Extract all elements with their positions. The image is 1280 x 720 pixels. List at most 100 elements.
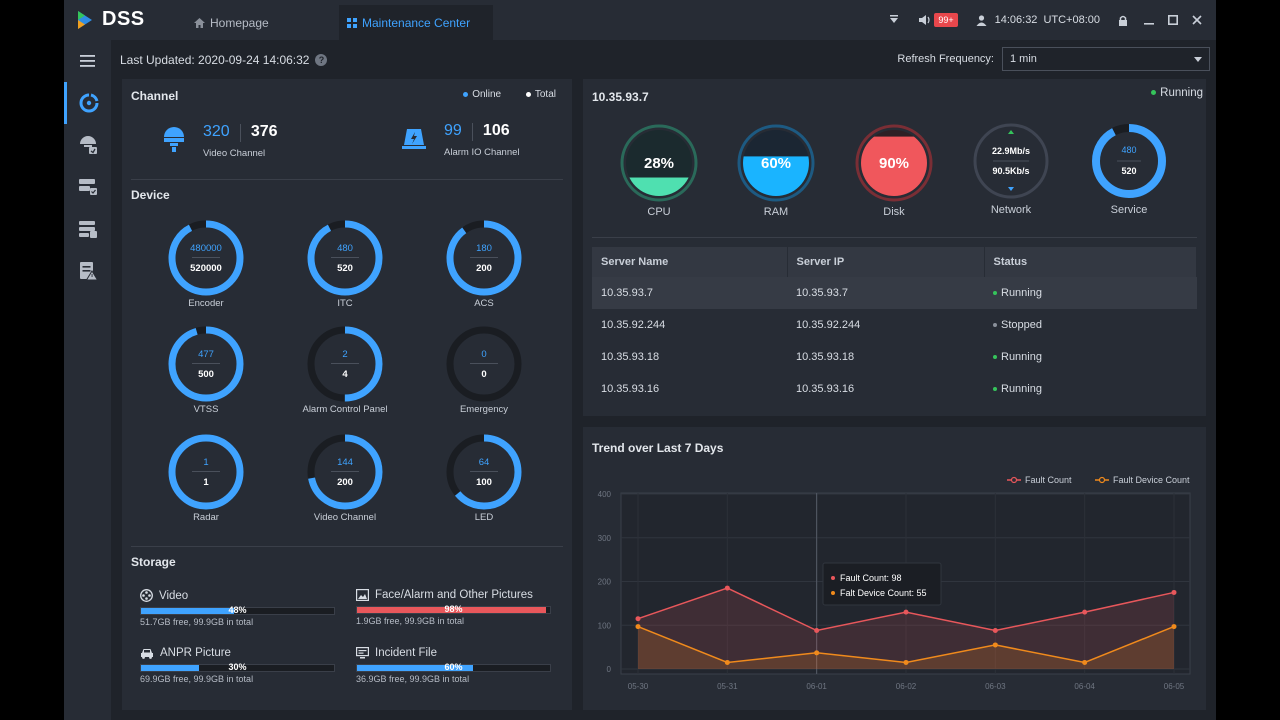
data-point[interactable] [992, 642, 998, 648]
data-point[interactable] [814, 628, 820, 633]
device-ring: 477 500 [168, 326, 244, 402]
storage-incident: Incident File 60% 36.9GB free, 99.9GB in… [356, 647, 551, 684]
x-tick: 06-04 [1074, 682, 1095, 691]
gauge-cpu: 28% CPU [611, 123, 707, 218]
col-server-name[interactable]: Server Name [592, 247, 788, 277]
device-ring-arc [446, 220, 522, 296]
lock-icon[interactable] [1118, 15, 1128, 26]
sidebar-item-device-monitor[interactable] [64, 124, 111, 166]
minimize-icon[interactable] [1144, 15, 1154, 25]
data-point[interactable] [1171, 589, 1177, 595]
refresh-label: Refresh Frequency: [897, 53, 994, 65]
table-row[interactable]: 10.35.93.7 10.35.93.7 Running [592, 277, 1197, 309]
table-row[interactable]: 10.35.92.244 10.35.92.244 Stopped [592, 309, 1197, 341]
image-icon [356, 589, 369, 601]
data-point[interactable] [814, 650, 820, 656]
menu-toggle[interactable] [64, 40, 111, 82]
data-point[interactable] [724, 585, 730, 591]
status-text: Running [1001, 287, 1042, 299]
sidebar-item-server-monitor[interactable] [64, 166, 111, 208]
storage-pictures: Face/Alarm and Other Pictures 98% 1.9GB … [356, 589, 551, 626]
table-row[interactable]: 10.35.93.18 10.35.93.18 Running [592, 341, 1197, 373]
sidebar-item-alarm-report[interactable] [64, 250, 111, 292]
refresh-select[interactable]: 1 min [1002, 47, 1210, 71]
monitor-icon [356, 647, 369, 659]
overview-panel: Channel Online Total 320 376 Video Chann… [122, 79, 572, 710]
storage-check-icon [78, 221, 97, 238]
sidebar-item-overview[interactable] [64, 82, 111, 124]
total-dot [525, 91, 531, 97]
data-point[interactable] [724, 659, 730, 665]
data-point[interactable] [1082, 659, 1088, 665]
service-total: 520 [1121, 166, 1136, 176]
channel-divider [131, 179, 563, 180]
refresh-value: 1 min [1010, 53, 1037, 65]
device-ring-arc [307, 326, 383, 402]
device-online: 480 [337, 243, 353, 254]
storage-name: Video [159, 589, 189, 602]
tab-label: Homepage [210, 15, 269, 30]
hamburger-icon [80, 55, 95, 67]
data-point[interactable] [1171, 624, 1177, 630]
storage-name: ANPR Picture [160, 647, 231, 659]
gauge-disk: 90% Disk [846, 123, 942, 218]
help-icon[interactable]: ? [315, 54, 328, 66]
data-point[interactable] [992, 628, 998, 633]
tab-homepage[interactable]: Homepage [190, 5, 334, 40]
close-icon[interactable] [1192, 15, 1202, 25]
table-row[interactable]: 10.35.93.16 10.35.93.16 Running [592, 373, 1197, 405]
x-tick: 06-03 [985, 682, 1006, 691]
tab-maintenance-center[interactable]: Maintenance Center [339, 5, 493, 40]
storage-bar-fill [141, 608, 234, 614]
x-tick: 06-02 [896, 682, 917, 691]
status-dot [993, 355, 997, 360]
device-name: Video Channel [313, 512, 377, 523]
download-arrow-icon [1008, 187, 1014, 191]
storage-pct: 60% [444, 662, 463, 672]
car-icon [141, 648, 153, 659]
download-icon[interactable] [888, 14, 900, 26]
maximize-icon[interactable] [1168, 15, 1178, 25]
legend-total: Total [534, 89, 556, 100]
user-menu[interactable] [976, 14, 987, 26]
device-name: Emergency [459, 404, 509, 415]
data-point[interactable] [903, 659, 909, 665]
y-tick: 200 [598, 578, 612, 587]
alarm-badge: 99+ [934, 13, 958, 27]
data-point[interactable] [903, 609, 909, 615]
data-point[interactable] [635, 624, 641, 630]
alarm-io-icon [402, 129, 426, 149]
sidebar-item-storage-monitor[interactable] [64, 208, 111, 250]
device-online: 64 [479, 457, 490, 468]
service-gauge-graphic: 480 520 [1092, 124, 1166, 198]
server-table: Server Name Server IP Status 10.35.93.7 … [592, 247, 1197, 405]
clock-time: 14:06:32 [994, 14, 1038, 26]
network-down: 90.5Kb/s [992, 166, 1029, 176]
col-status[interactable]: Status [984, 247, 1197, 277]
col-server-ip[interactable]: Server IP [787, 247, 985, 277]
video-total: 376 [250, 123, 278, 140]
service-online: 480 [1121, 145, 1136, 155]
refresh-frequency: Refresh Frequency: 1 min [897, 47, 1210, 71]
device-name: LED [474, 512, 494, 523]
storage-pct: 30% [228, 662, 247, 672]
storage-bar: 30% [140, 662, 335, 672]
data-point[interactable] [1082, 609, 1088, 615]
disk-value: 90% [879, 155, 909, 172]
data-point[interactable] [635, 616, 641, 622]
legend-label[interactable]: Fault Device Count [1113, 475, 1190, 485]
cpu-gauge-graphic: 28% [620, 124, 698, 202]
storage-detail: 51.7GB free, 99.9GB in total [140, 617, 254, 627]
ram-value: 60% [761, 155, 791, 172]
device-ring: 64 100 [446, 434, 522, 510]
gauge-ram: 60% RAM [728, 123, 824, 218]
legend-online: Online [472, 89, 502, 100]
device-online: 477 [198, 349, 214, 360]
legend-label[interactable]: Fault Count [1025, 475, 1072, 485]
device-online: 144 [337, 457, 353, 468]
trend-title: Trend over Last 7 Days [592, 441, 724, 455]
storage-bar-fill [357, 665, 473, 671]
alarm-notification[interactable]: 99+ [918, 13, 958, 27]
status-dot [993, 291, 997, 296]
chevron-down-icon [1194, 56, 1202, 62]
